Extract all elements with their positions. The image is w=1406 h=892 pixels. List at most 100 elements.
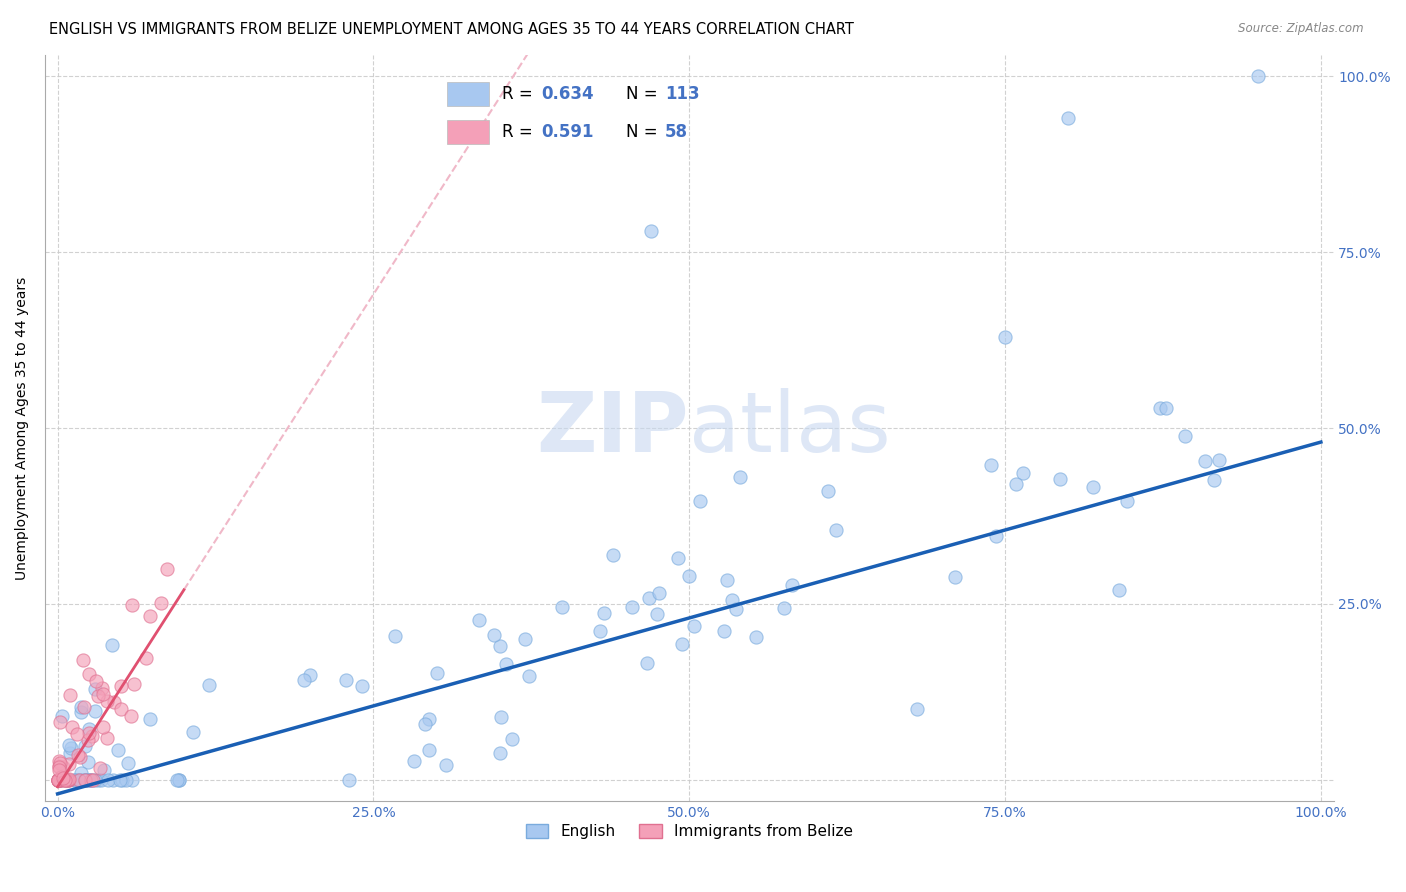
Point [48,754,70,768]
Point [495,657,517,672]
Point [97,772,120,787]
Text: ZIP: ZIP [537,387,689,468]
Point [636,657,658,671]
Point [489,746,512,760]
Point [82,772,104,787]
Legend: English, Immigrants from Belize: English, Immigrants from Belize [519,818,859,846]
Point [49,772,72,787]
Point [517,669,540,683]
Point [75,772,97,787]
Point [468,614,491,628]
Point [77,755,100,769]
Point [1156,401,1178,415]
Point [48,764,70,778]
Point [53,772,76,787]
Point [84,674,107,689]
Y-axis label: Unemployment Among Ages 35 to 44 years: Unemployment Among Ages 35 to 44 years [15,277,30,580]
Point [103,695,125,709]
Point [671,637,693,651]
Point [58,738,80,752]
Point [93,763,115,777]
Point [80,772,103,787]
Point [589,624,612,638]
Point [90,681,112,696]
Point [1004,476,1026,491]
Point [77,726,100,740]
Point [780,578,803,592]
Point [77,667,100,681]
Point [63,772,86,787]
Point [139,609,162,624]
Point [645,607,668,622]
Point [122,677,145,691]
Point [51,771,73,785]
Point [683,618,706,632]
Point [110,679,132,693]
Point [53,772,76,787]
Point [49,756,72,771]
Point [167,772,190,787]
Point [96,694,118,708]
Point [1108,582,1130,597]
Point [96,731,118,746]
Point [637,591,659,605]
Point [418,742,440,756]
Point [49,715,72,730]
Point [52,771,75,785]
Point [53,772,76,787]
Point [87,689,110,703]
Point [90,772,112,787]
Point [181,725,204,739]
Point [602,548,624,562]
Point [84,772,107,787]
Point [70,700,93,714]
Point [66,727,89,741]
Text: ENGLISH VS IMMIGRANTS FROM BELIZE UNEMPLOYMENT AMONG AGES 35 TO 44 YEARS CORRELA: ENGLISH VS IMMIGRANTS FROM BELIZE UNEMPL… [49,22,853,37]
Point [121,772,143,787]
Point [58,772,80,787]
Point [150,596,173,610]
Point [56,772,79,787]
Point [72,653,94,667]
Point [70,705,93,719]
Point [46,772,69,787]
Point [620,599,643,614]
Point [48,772,70,787]
Point [198,678,221,692]
Point [111,772,134,787]
Point [58,772,80,787]
Point [1049,471,1071,485]
Point [77,772,100,787]
Point [167,772,190,787]
Point [640,224,662,238]
Point [1204,474,1226,488]
Point [82,729,104,743]
Point [73,739,96,753]
Point [120,708,142,723]
Point [73,699,96,714]
Point [60,720,83,734]
Point [52,760,75,774]
Point [689,494,711,508]
Point [488,639,510,653]
Point [1115,494,1137,508]
Point [513,632,536,646]
Point [1194,454,1216,468]
Point [58,757,80,772]
Point [46,772,69,787]
Point [110,702,132,716]
Point [404,755,426,769]
Point [75,772,97,787]
Point [79,772,101,787]
Point [49,772,72,787]
Point [1208,452,1230,467]
Text: atlas: atlas [689,387,891,468]
Point [724,602,747,616]
Point [716,573,738,587]
Point [666,550,689,565]
Point [48,772,70,787]
Point [434,757,457,772]
Point [825,523,848,537]
Point [46,772,69,787]
Point [70,772,93,787]
